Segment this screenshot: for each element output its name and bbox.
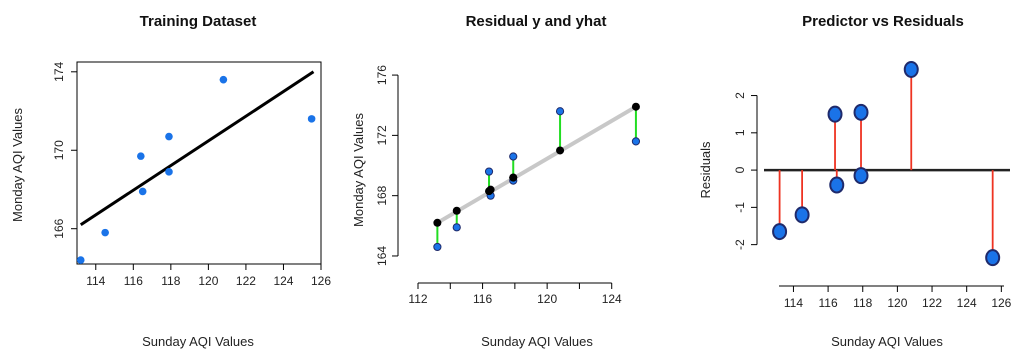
data-point [137,152,145,160]
chart-title: Residual y and yhat [466,13,607,30]
x-tick-label: 124 [602,292,622,306]
chart-title: Predictor vs Residuals [802,13,964,30]
data-point [452,223,461,232]
y-axis-label: Monday AQI Values [10,108,25,222]
data-point [219,75,228,84]
fitted-point [509,173,518,182]
data-point [307,115,316,123]
y-tick-label: 174 [52,61,66,81]
axis-ticks: 112 116 120 124 164 168 172 176 [375,65,622,306]
y-axis-label: Monday AQI Values [351,113,366,227]
data-point [76,256,85,264]
x-tick-label: 116 [819,296,838,310]
x-axis-label: Sunday AQI Values [831,334,943,349]
y-tick-label: 166 [52,218,66,238]
x-axis-label: Sunday AQI Values [142,334,254,349]
y-tick-label: 0 [733,166,747,173]
x-tick-label: 114 [86,274,105,288]
x-tick-label: 120 [537,292,557,306]
data-point [555,107,565,116]
y-tick-label: 164 [375,246,389,266]
data-point [827,105,843,123]
y-tick-label: 168 [375,185,389,205]
data-point [165,168,173,176]
x-tick-label: 124 [273,274,293,288]
x-tick-label: 118 [853,296,872,310]
x-tick-label: 116 [473,292,492,306]
axis-ticks: 114 116 118 120 122 124 126 -2 -1 0 1 2 [733,92,1012,310]
data-point [985,249,1001,267]
y-tick-label: 172 [375,125,389,145]
data-point [794,206,810,224]
plot-marks [76,70,316,264]
fitted-point [433,218,442,227]
chart-residual-y-yhat: Residual y and yhat 112 116 120 124 164 168 17… [351,13,641,349]
x-tick-label: 120 [198,274,218,288]
x-tick-label: 118 [161,274,180,288]
plot-marks [764,60,1010,267]
data-point [903,60,919,78]
data-point [853,103,869,121]
data-point [853,167,869,185]
fitted-point [631,102,640,111]
x-axis-label: Sunday AQI Values [481,334,593,349]
data-point [484,167,494,176]
x-tick-label: 124 [957,296,977,310]
chart-predictor-vs-residuals: Predictor vs Residuals 114 116 118 120 122 12… [698,13,1012,349]
x-tick-label: 126 [311,274,331,288]
y-tick-label: 1 [733,129,747,136]
x-tick-label: 120 [887,296,907,310]
y-tick-label: -2 [733,239,747,250]
y-tick-label: 2 [733,92,747,99]
fitted-point [452,206,461,215]
regression-line [436,105,637,225]
data-point [138,187,147,196]
data-point [165,132,173,141]
x-tick-label: 114 [784,296,803,310]
x-tick-label: 122 [922,296,942,310]
x-tick-label: 112 [408,292,427,306]
x-tick-label: 122 [236,274,256,288]
fitted-point [556,146,565,155]
fitted-point [486,185,495,194]
data-point [829,176,845,194]
data-point [433,242,442,252]
x-tick-label: 126 [991,296,1011,310]
x-tick-label: 116 [124,274,143,288]
data-point [631,137,641,146]
regression-line [79,70,315,227]
plot-marks [433,102,641,252]
y-tick-label: 170 [52,140,66,160]
y-tick-label: 176 [375,65,389,85]
y-tick-label: -1 [733,202,747,213]
chart-title: Training Dataset [140,13,257,30]
axis-ticks: 114 116 118 120 122 124 126 166 170 174 [52,61,331,288]
chart-training-dataset: Training Dataset 114 116 118 120 122 124 126 16… [10,13,331,349]
data-point [101,228,109,237]
data-point [772,223,788,241]
plot-frame [76,61,322,265]
data-point [509,152,518,161]
y-axis-label: Residuals [698,141,713,199]
